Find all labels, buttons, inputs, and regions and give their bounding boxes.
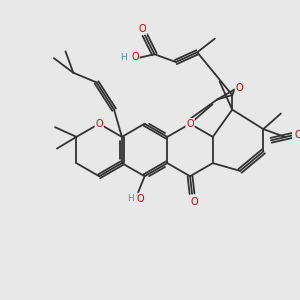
Text: O: O xyxy=(295,130,300,140)
Text: O: O xyxy=(186,119,194,129)
Text: O: O xyxy=(95,119,103,129)
Text: O: O xyxy=(190,196,198,206)
Text: O: O xyxy=(137,194,145,204)
Text: H: H xyxy=(127,194,134,203)
Text: O: O xyxy=(131,52,139,62)
Text: O: O xyxy=(236,82,243,92)
Text: H: H xyxy=(120,53,127,62)
Text: O: O xyxy=(139,24,147,34)
